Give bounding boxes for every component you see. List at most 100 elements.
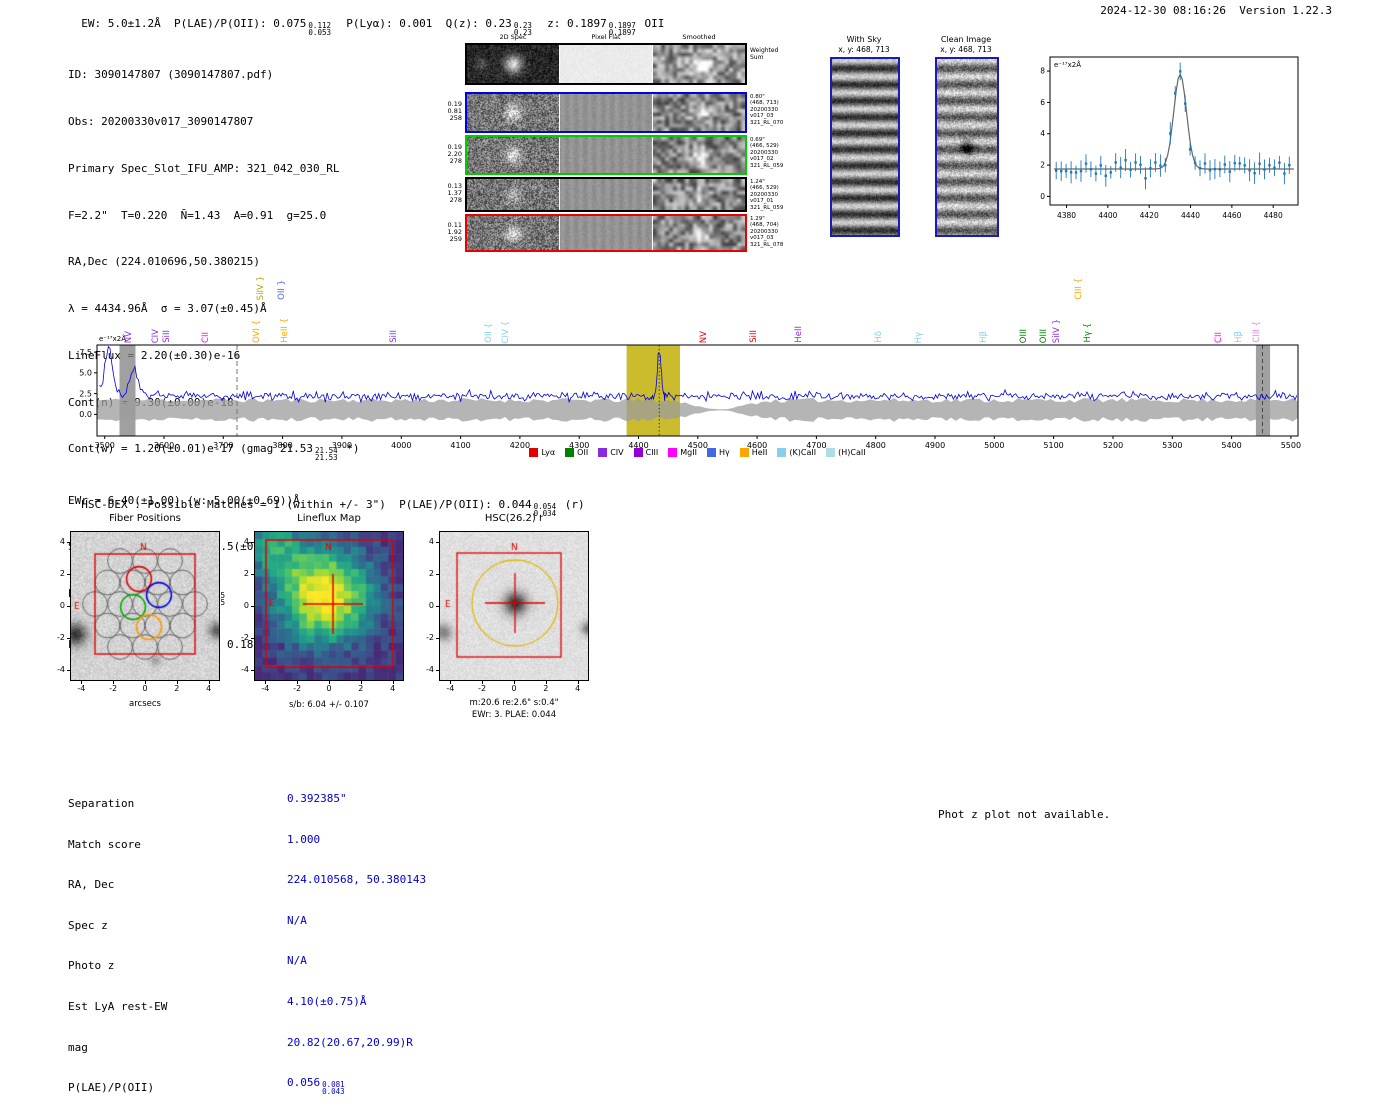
fiber-row [465, 92, 747, 133]
fiber-amp: 321_RL_070 [750, 119, 784, 126]
axis-tick-label: -2 [109, 684, 118, 693]
fiber-2dspec-canvas [467, 179, 559, 210]
hsc-plae-lo: 0.034 [533, 509, 557, 518]
fiber-weight: 1.92 [447, 228, 462, 237]
axis-tick-label: -2 [293, 684, 302, 693]
svg-text:4420: 4420 [1140, 211, 1159, 220]
fiber-weight: 0.81 [447, 107, 462, 116]
fiber-xy: (468, 713) [750, 100, 779, 107]
axis-tick-label: 4 [206, 684, 212, 693]
svg-text:e⁻¹⁷x2Å: e⁻¹⁷x2Å [99, 334, 126, 343]
obs-id: Obs: 20200330v017_3090147807 [68, 114, 254, 128]
svg-text:4500: 4500 [688, 441, 708, 450]
with-sky-title: With Sky [846, 35, 882, 44]
qz-lo: 0.23 [513, 28, 532, 37]
fiber-weight: 0.13 [447, 182, 462, 190]
table-row: Photo z N/A [68, 954, 426, 974]
svg-text:4: 4 [1040, 129, 1045, 138]
legend-item: Lyα [529, 448, 555, 457]
axis-tick [251, 669, 254, 671]
axis-tick [329, 681, 330, 684]
axis-tick-label: 0 [59, 601, 65, 610]
fiber-date: 20200330 [750, 149, 778, 156]
hsc-caption-1: m:20.6 re:2.6" s:0.4" [469, 698, 559, 708]
table-row: Separation 0.392385" [68, 792, 426, 812]
axis-tick [545, 681, 547, 684]
svg-text:4460: 4460 [1222, 211, 1241, 220]
primary-slot: Primary Spec_Slot_IFU_AMP: 321_042_030_R… [68, 161, 340, 175]
fiber-pixelflat-canvas [560, 137, 652, 173]
svg-text:4900: 4900 [925, 441, 945, 450]
match-label: P(LAE)/P(OII) [68, 1081, 155, 1095]
legend-label: OII [577, 448, 589, 457]
hsc-match-text: HSC-DEX : Possible Matches = 1 (within +… [81, 498, 532, 511]
axis-tick-label: 2 [428, 569, 434, 579]
fiber-row [465, 135, 747, 175]
fiber-2dspec-canvas [467, 137, 559, 173]
axis-tick-label: -4 [241, 664, 249, 674]
legend-item: (K)CaII [777, 448, 816, 457]
fiber-annotation: 1.24" (466, 529) 20200330 v017_01 321_RL… [750, 179, 802, 211]
svg-text:5.0: 5.0 [79, 369, 92, 378]
match-label: Photo z [68, 959, 115, 973]
svg-text:4400: 4400 [628, 441, 648, 450]
hsc-plae-hi: 0.054 [533, 502, 557, 511]
axis-tick [67, 637, 70, 639]
detection-info-block: ID: 3090147807 (3090147807.pdf) Obs: 202… [68, 36, 360, 669]
legend-label: CIII [645, 448, 659, 457]
fiber-row [465, 214, 747, 252]
fiber-amp: 321_RL_059 [750, 162, 784, 169]
fiber-weight: 0.19 [447, 143, 462, 151]
svg-text:0.0: 0.0 [79, 410, 92, 419]
plae-lo: 0.053 [308, 28, 331, 37]
axis-tick-label: -4 [261, 684, 270, 693]
svg-text:5500: 5500 [1281, 441, 1301, 450]
svg-text:4700: 4700 [806, 441, 826, 450]
fiber-distance: 0.80" [750, 94, 765, 100]
match-label: Est LyA rest-EW [68, 999, 168, 1013]
svg-text:e⁻¹⁷x2Å: e⁻¹⁷x2Å [1054, 60, 1081, 69]
fiber-weight: 0.11 [447, 221, 462, 229]
svg-text:8: 8 [1040, 67, 1045, 76]
table-row: P(LAE)/P(OII) 0.056 0.081 0.043 [68, 1076, 426, 1096]
cont-w-suffix: *) [339, 442, 360, 456]
svg-text:4480: 4480 [1264, 211, 1283, 220]
axis-tick-label: 0 [142, 684, 148, 693]
legend-label: HeII [751, 448, 768, 457]
fiber-annotation: 0.80" (468, 713) 20200330 v017_03 321_RL… [750, 94, 802, 126]
axis-tick-label: 2 [243, 569, 249, 579]
clean-image [935, 57, 999, 237]
elixer-report-page: { "header": { "seg1": "EW: 5.0±1.2Å P(LA… [57, 4, 1332, 1096]
ew-plae-text: EW: 5.0±1.2Å P(LAE)/P(OII): 0.075 [81, 17, 307, 30]
svg-text:4400: 4400 [1098, 211, 1117, 220]
fiber-weights: 0.11 1.92 259 [438, 221, 462, 244]
weighted-sum-row [465, 43, 747, 85]
svg-text:5100: 5100 [1043, 441, 1063, 450]
svg-text:3500: 3500 [95, 441, 115, 450]
lineflux-map-title: Lineflux Map [297, 513, 361, 524]
axis-tick [436, 542, 439, 544]
match-value: 1.000 [287, 832, 321, 846]
axis-tick [251, 542, 254, 544]
cont-w: Cont(w) = 1.20(±0.01)e-17 (gmag 21.53 21.… [68, 441, 360, 461]
axis-tick [436, 606, 439, 607]
fiber-annotation: 1.29" (468, 704) 20200330 v017_03 321_RL… [750, 216, 802, 248]
plae-hi: 0.112 [308, 21, 331, 30]
col-header-2dspec: 2D Spec [499, 33, 527, 41]
legend-swatch [598, 448, 608, 457]
photz-note: Phot z plot not available. [938, 808, 1111, 821]
fiber-weight: 258 [449, 114, 462, 123]
axis-tick-label: 0 [428, 601, 434, 610]
weighted-pixelflat-canvas [560, 45, 652, 83]
axis-tick-label: -2 [426, 632, 434, 642]
fiber-row [465, 177, 747, 212]
z-lo: 0.1897 [608, 28, 636, 37]
table-row: mag 20.82(20.67,20.99)R [68, 1036, 426, 1056]
lineflux-map-image [254, 531, 404, 681]
weighted-2dspec-canvas [467, 45, 559, 83]
plae-range: 0.112 0.053 [308, 21, 331, 37]
fiber-date: 20200330 [750, 106, 778, 113]
qz-hi: 0.23 [513, 21, 532, 30]
axis-tick [67, 542, 70, 544]
fiber-xy: (466, 529) [750, 143, 779, 150]
